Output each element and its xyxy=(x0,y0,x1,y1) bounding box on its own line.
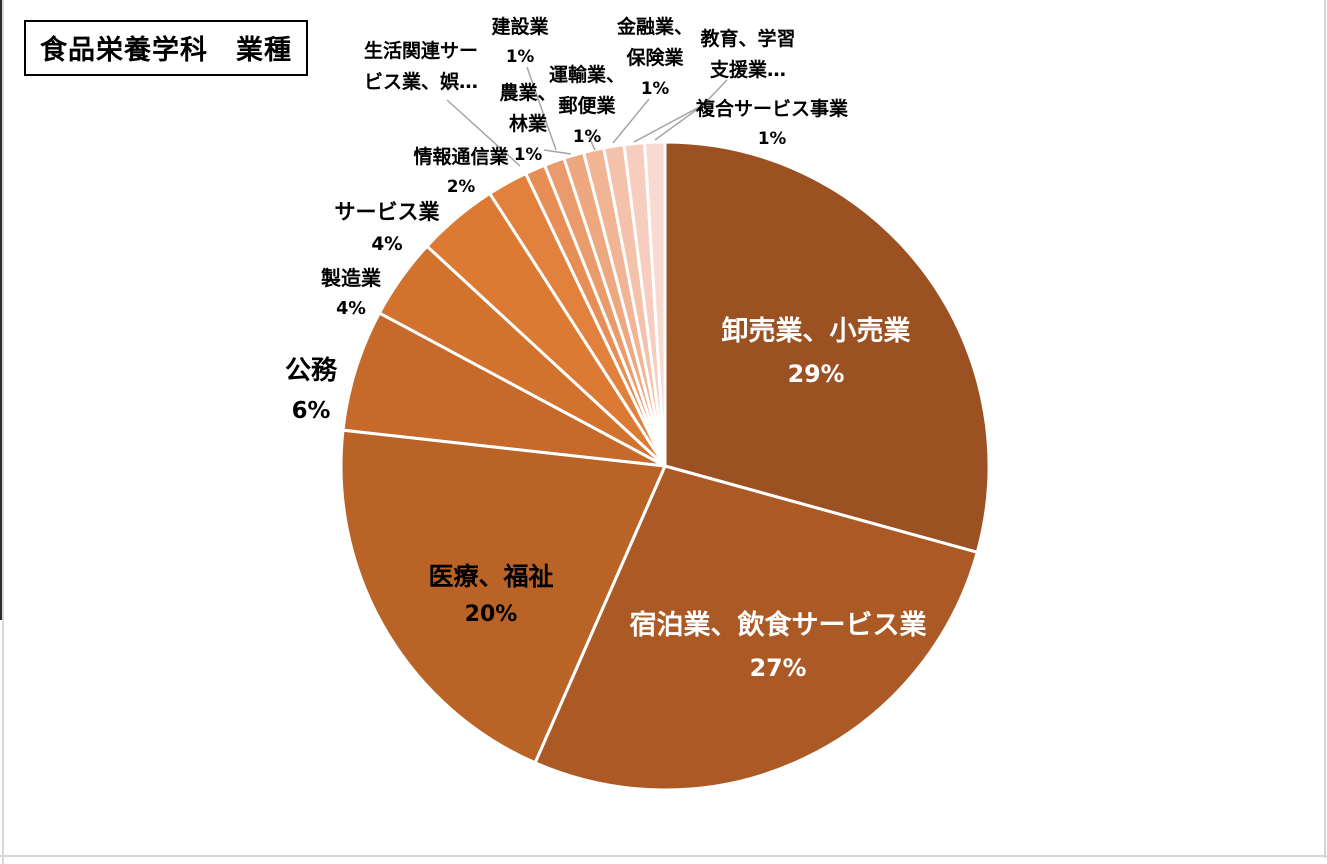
leader-line-finance-insurance xyxy=(612,98,650,144)
chart-title-box[interactable]: 食品栄養学科 業種 xyxy=(24,20,308,76)
pie-slice-public-service[interactable] xyxy=(341,311,667,468)
pie-slice-composite-services[interactable] xyxy=(643,140,667,468)
pie-slice-medical-welfare[interactable] xyxy=(339,428,667,765)
leader-line-composite-services xyxy=(654,99,711,141)
leader-line-construction xyxy=(526,66,557,151)
window-edge-bottom xyxy=(0,855,1327,857)
leader-line-life-related-services xyxy=(446,99,521,167)
leader-line-transport-postal xyxy=(588,136,596,151)
window-edge-right xyxy=(1324,0,1326,858)
leader-line-education-support xyxy=(633,79,728,143)
leader-line-agriculture-forestry xyxy=(543,149,572,155)
window-edge-left xyxy=(2,0,4,864)
chart-title: 食品栄養学科 業種 xyxy=(40,35,292,66)
pie-slice-lodging-food-service[interactable] xyxy=(533,464,979,792)
window-edge-left-dark xyxy=(0,0,2,620)
pie-slice-wholesale-retail[interactable] xyxy=(663,140,991,554)
